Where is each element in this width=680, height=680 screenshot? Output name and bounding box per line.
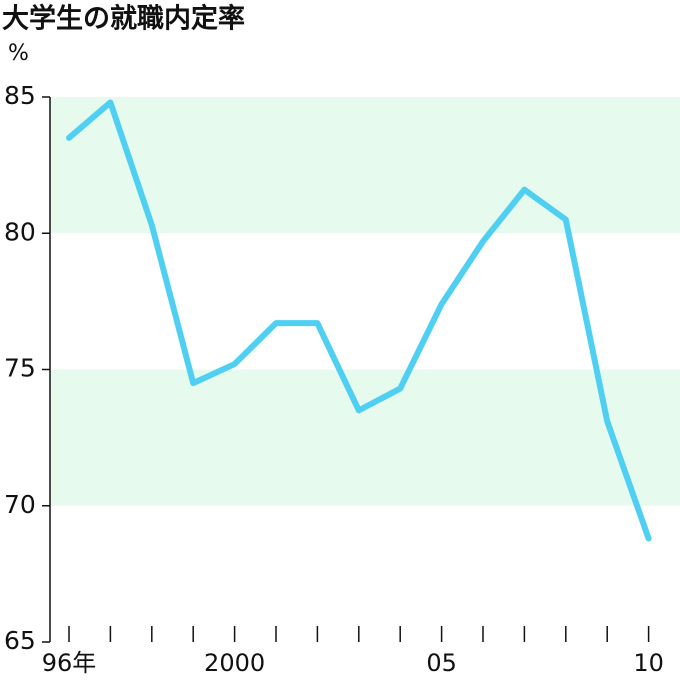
x-tick-label: 05 xyxy=(426,649,457,677)
y-unit: % xyxy=(8,41,29,66)
x-tick-label: 96年 xyxy=(42,649,97,677)
y-tick-label: 80 xyxy=(4,217,36,246)
bands xyxy=(50,97,680,506)
y-tick-label: 75 xyxy=(4,354,36,383)
data-line xyxy=(66,99,652,542)
x-tick-label: 10 xyxy=(633,649,664,677)
y-tick-label: 65 xyxy=(4,626,36,655)
x-tick-label: 2000 xyxy=(204,649,265,677)
y-tick-label: 70 xyxy=(4,490,36,519)
y-tick-label: 85 xyxy=(4,81,36,110)
grid-band xyxy=(50,369,680,506)
grid-band xyxy=(50,97,680,234)
chart-title: 大学生の就職内定率 xyxy=(2,3,245,35)
